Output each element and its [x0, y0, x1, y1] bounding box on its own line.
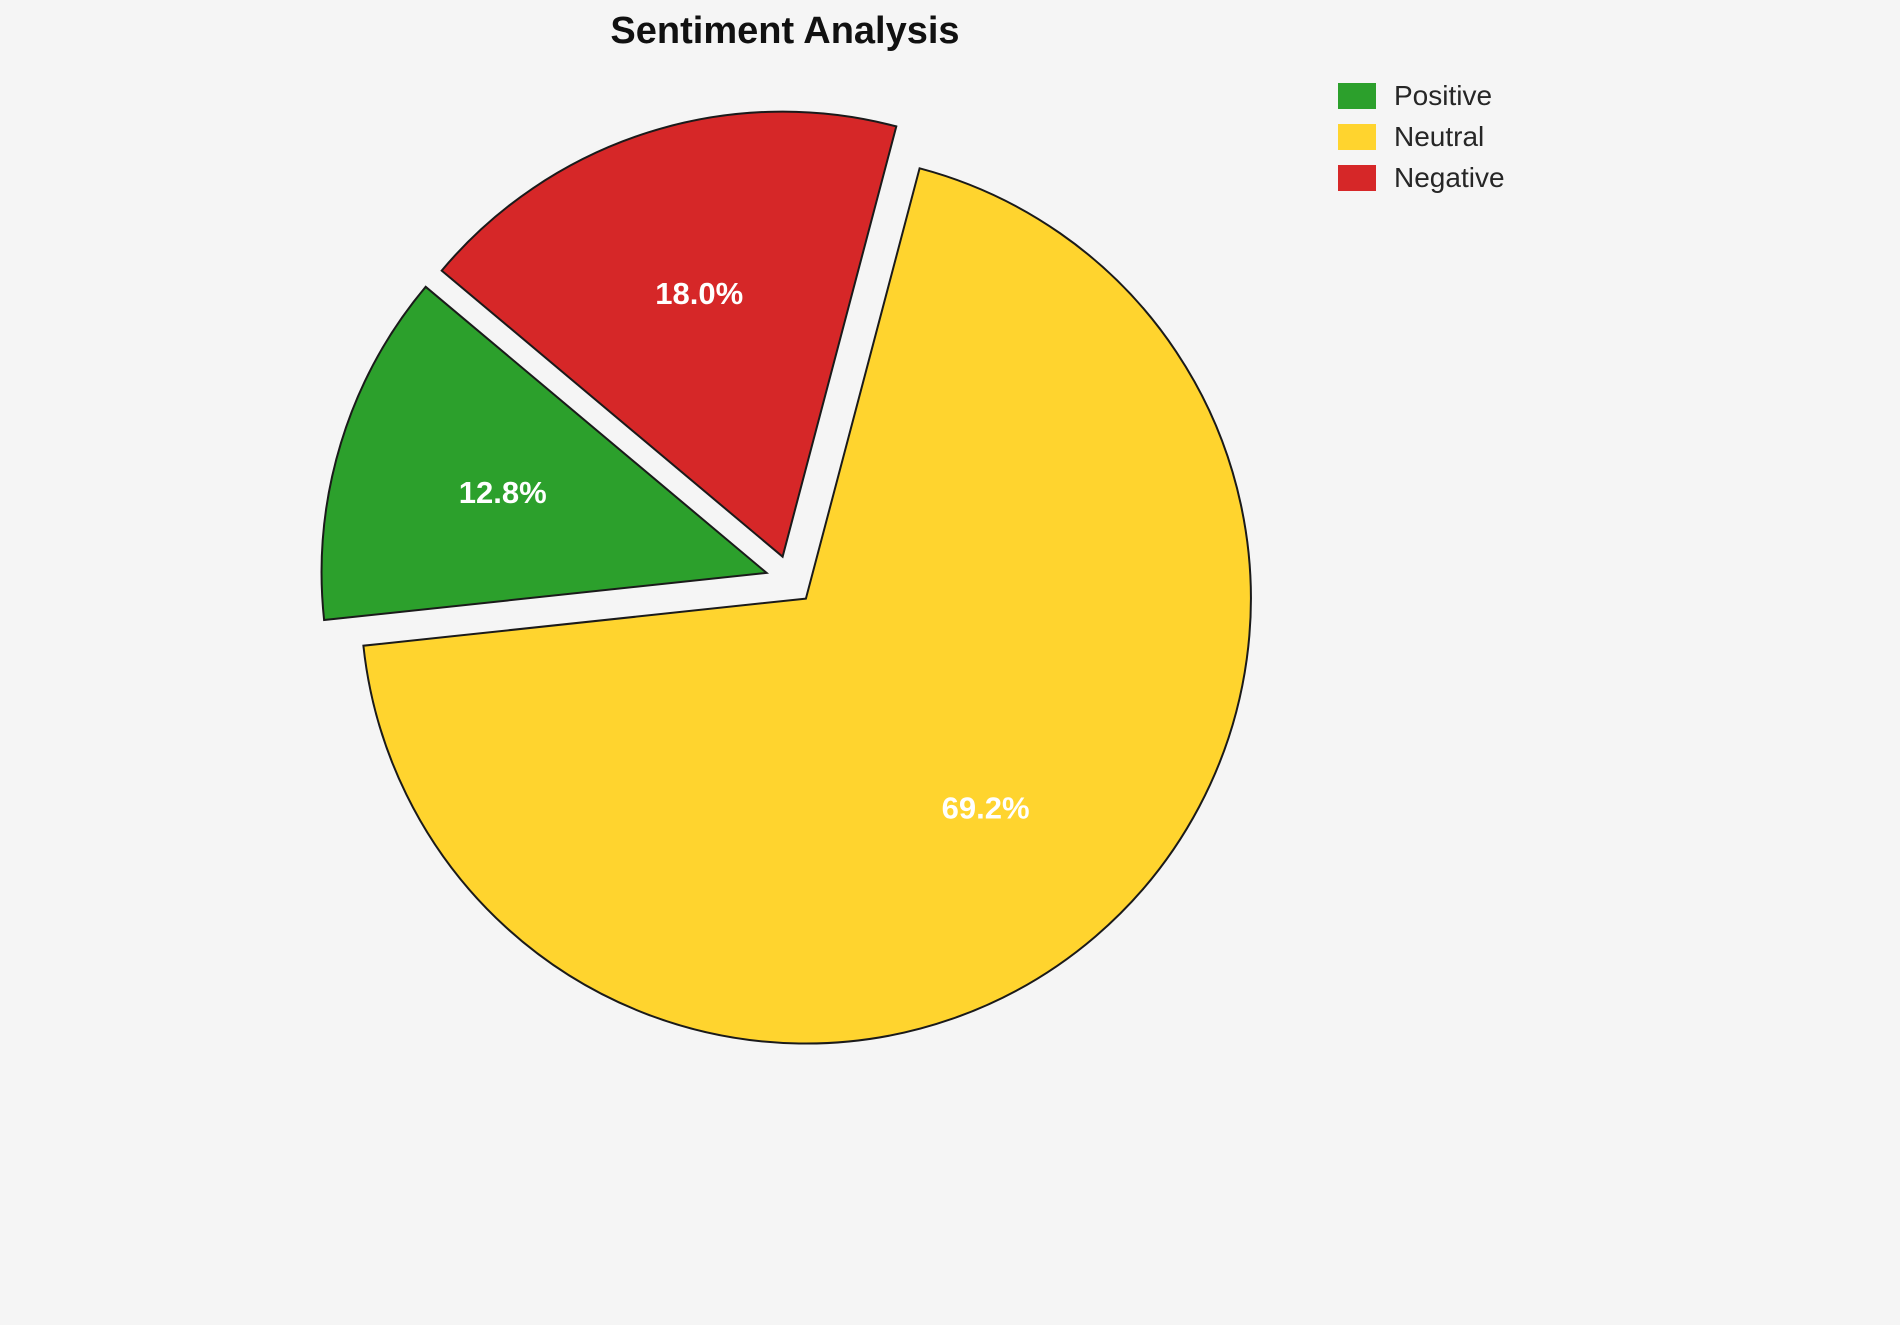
- legend-swatch-positive: [1338, 83, 1376, 109]
- legend: Positive Neutral Negative: [1338, 82, 1505, 192]
- legend-swatch-negative: [1338, 165, 1376, 191]
- pie-slice-label-negative: 18.0%: [655, 276, 743, 311]
- legend-label-negative: Negative: [1394, 162, 1505, 193]
- pie-slice-positive: [320, 285, 770, 622]
- legend-item-positive: Positive: [1338, 82, 1505, 110]
- pie-slice-label-neutral: 69.2%: [942, 790, 1030, 825]
- legend-item-neutral: Neutral: [1338, 123, 1505, 151]
- chart-title: Sentiment Analysis: [610, 10, 960, 52]
- legend-swatch-neutral: [1338, 124, 1376, 150]
- legend-item-negative: Negative: [1338, 164, 1505, 192]
- pie-slice-neutral: [362, 167, 1252, 1045]
- pie-slice-negative: [440, 110, 898, 559]
- legend-label-neutral: Neutral: [1394, 121, 1485, 152]
- legend-label-positive: Positive: [1394, 80, 1493, 111]
- pie-slice-label-positive: 12.8%: [459, 475, 547, 510]
